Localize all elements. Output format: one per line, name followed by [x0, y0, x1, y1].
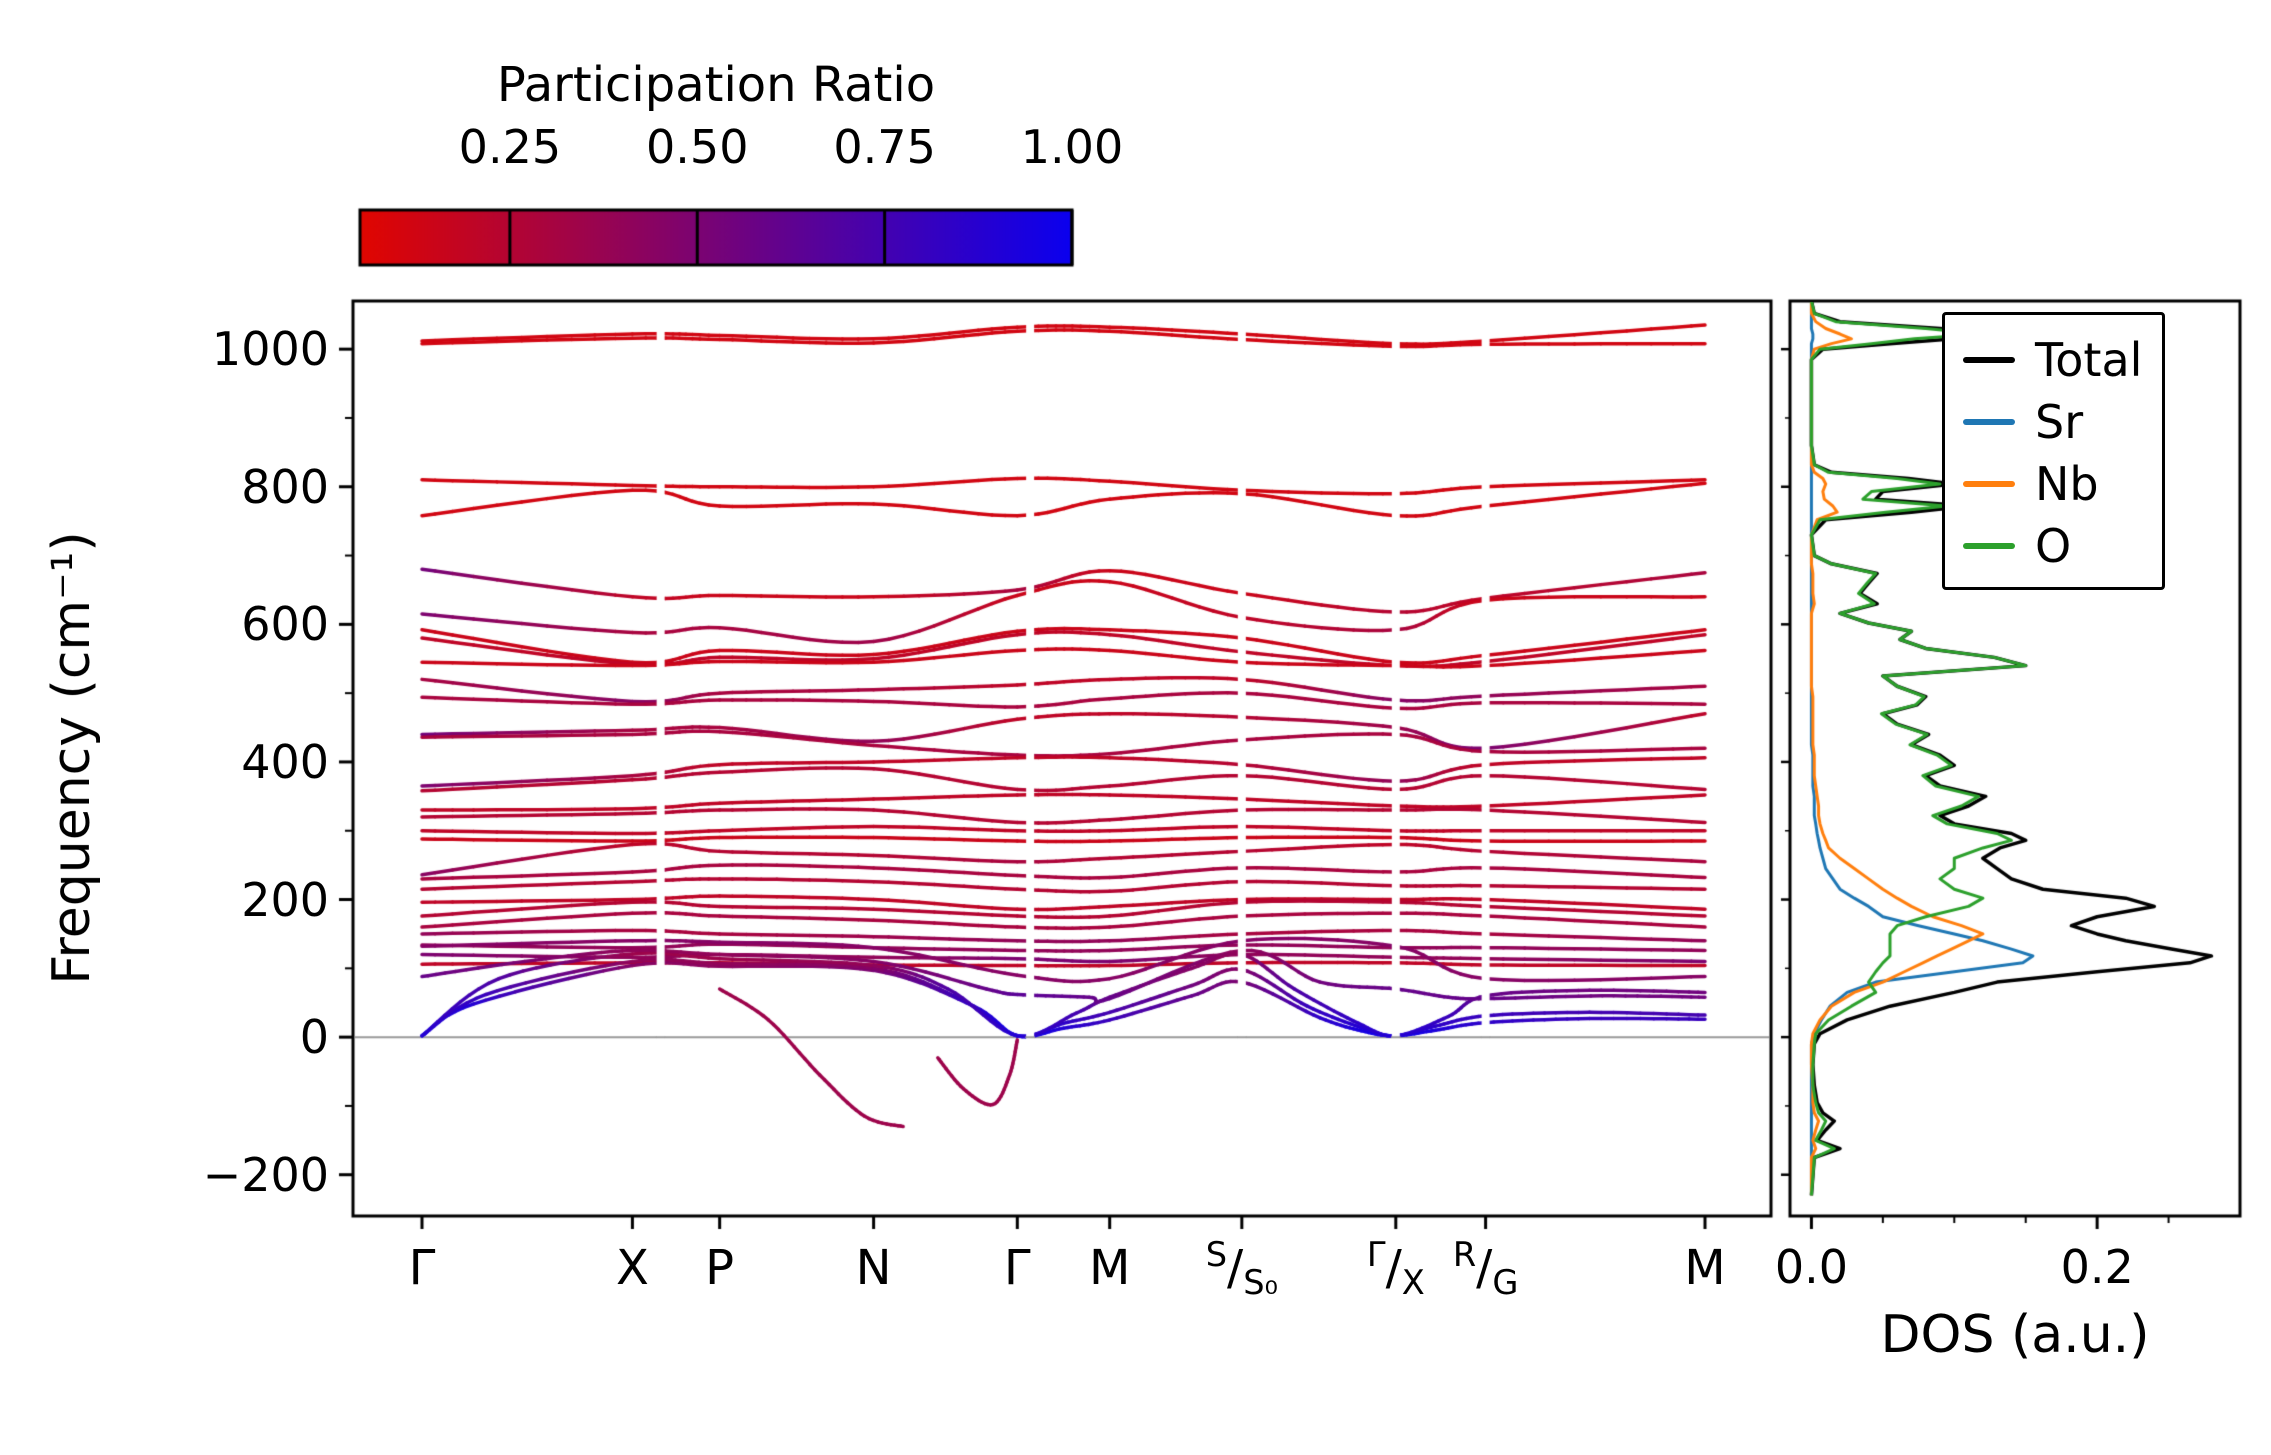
legend-label: Nb [2035, 457, 2099, 511]
legend-label: Sr [2035, 395, 2084, 449]
legend-entry-total: Total [1963, 329, 2142, 391]
legend-line-swatch [1963, 419, 2015, 425]
kpoint-label-6: S/S₀ [1205, 1234, 1278, 1303]
legend-label: Total [2035, 333, 2143, 387]
dos-tick-0.0: 0.0 [1774, 1240, 1848, 1294]
legend-line-swatch [1963, 543, 2015, 549]
frequency-tick-400: 400 [241, 734, 329, 789]
kpoint-label-8: R/G [1452, 1234, 1519, 1303]
dos-axis-label: DOS (a.u.) [1880, 1305, 2150, 1365]
legend-entry-sr: Sr [1963, 391, 2142, 453]
y-axis-label: Frequency (cm⁻¹) [42, 531, 102, 985]
colorbar-tick-label-0: 0.25 [458, 120, 562, 174]
dos-tick-0.2: 0.2 [2060, 1240, 2134, 1294]
frequency-tick-0: 0 [299, 1010, 329, 1065]
colorbar-tick-label-2: 0.75 [833, 120, 936, 174]
kpoint-label-3: N [855, 1240, 892, 1296]
kpoint-label-4: Γ [1003, 1240, 1031, 1296]
legend-line-swatch [1963, 357, 2015, 363]
frequency-tick-200: 200 [241, 872, 329, 927]
dos-legend: Total Sr Nb O [1942, 312, 2166, 590]
kpoint-label-1: X [615, 1240, 649, 1296]
legend-entry-o: O [1963, 515, 2142, 577]
legend-entry-nb: Nb [1963, 453, 2142, 515]
frequency-tick-600: 600 [241, 597, 329, 652]
frequency-tick-1000: 1000 [211, 322, 329, 377]
kpoint-label-2: P [705, 1240, 735, 1296]
kpoint-label-0: Γ [408, 1240, 436, 1296]
frequency-tick-−200: −200 [202, 1147, 329, 1202]
legend-line-swatch [1963, 481, 2015, 487]
kpoint-label-7: Γ/X [1366, 1234, 1425, 1303]
kpoint-label-5: M [1088, 1240, 1131, 1296]
colorbar-tick-label-1: 0.50 [646, 120, 749, 174]
frequency-tick-800: 800 [241, 459, 329, 514]
kpoint-label-9: M [1684, 1240, 1726, 1296]
legend-label: O [2035, 519, 2072, 573]
colorbar-title: Participation Ratio [496, 57, 936, 113]
colorbar-tick-label-3: 1.00 [1020, 120, 1124, 174]
